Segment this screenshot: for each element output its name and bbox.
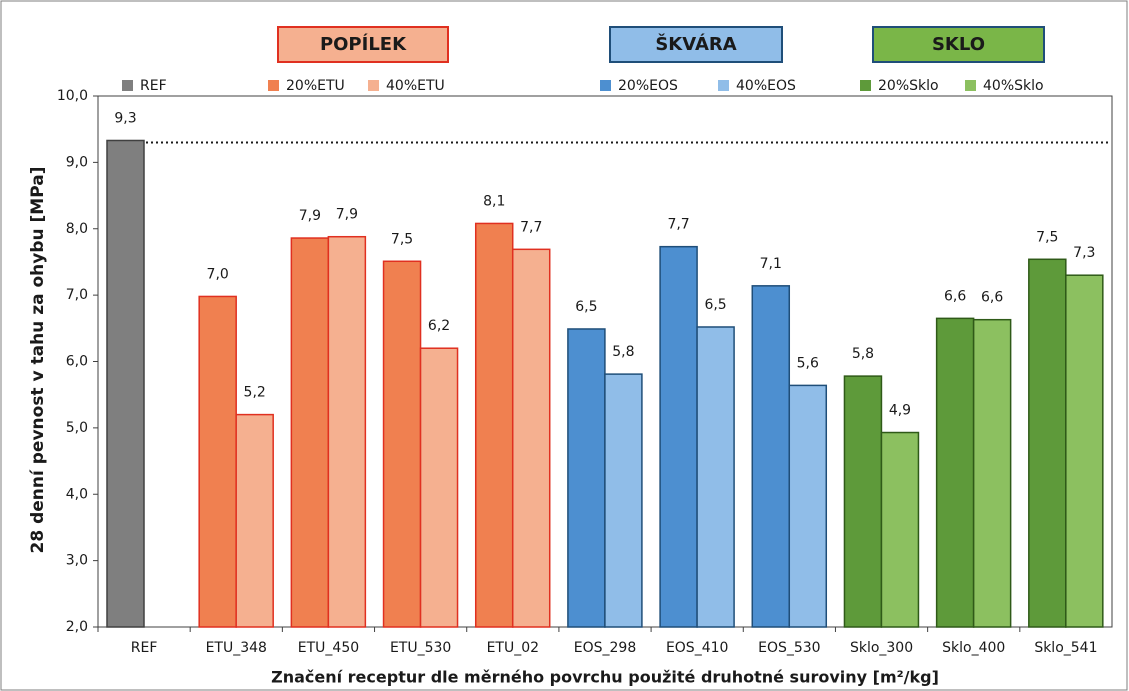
group-box xyxy=(609,26,783,63)
value-label: 6,2 xyxy=(428,318,450,334)
x-tick-label: ETU_348 xyxy=(206,640,267,656)
value-label: 7,7 xyxy=(667,217,689,233)
group-label: POPÍLEK xyxy=(320,33,407,55)
x-axis-label: Značení receptur dle měrného povrchu pou… xyxy=(271,668,939,687)
bar xyxy=(235,413,274,628)
legend-swatch xyxy=(122,80,133,91)
x-tick-label: Sklo_300 xyxy=(850,640,913,656)
y-tick-label: 2,0 xyxy=(66,619,88,635)
x-tick-label: EOS_530 xyxy=(758,640,820,656)
x-tick-label: ETU_530 xyxy=(390,640,451,656)
value-label: 8,1 xyxy=(483,193,505,209)
bar xyxy=(382,260,422,628)
bar xyxy=(290,237,330,628)
y-tick-label: 6,0 xyxy=(66,354,88,370)
legend-label: 20%Sklo xyxy=(878,78,939,94)
group-box xyxy=(277,26,449,63)
y-tick-label: 10,0 xyxy=(57,88,88,104)
legend-swatch xyxy=(718,80,729,91)
legend-label: 20%ETU xyxy=(286,78,345,94)
value-label: 7,5 xyxy=(1036,229,1058,245)
legend-label: 40%ETU xyxy=(386,78,445,94)
x-tick-label: ETU_450 xyxy=(298,640,359,656)
legend-swatch xyxy=(860,80,871,91)
value-label: 5,8 xyxy=(852,346,874,362)
bar xyxy=(843,375,883,628)
bar xyxy=(788,384,828,628)
group-label: ŠKVÁRA xyxy=(655,33,736,55)
value-label: 6,6 xyxy=(944,288,966,304)
value-label: 7,0 xyxy=(207,266,229,282)
legend-swatch xyxy=(965,80,976,91)
legend-label: REF xyxy=(140,78,167,94)
value-label: 4,9 xyxy=(889,403,911,419)
value-label: 6,5 xyxy=(704,297,726,313)
value-label: 6,5 xyxy=(575,299,597,315)
x-tick-label: Sklo_400 xyxy=(942,640,1005,656)
value-label: 7,1 xyxy=(760,256,782,272)
bar xyxy=(567,328,606,628)
y-tick-label: 3,0 xyxy=(66,553,88,569)
bar xyxy=(751,285,791,628)
y-tick-label: 5,0 xyxy=(66,420,88,436)
value-label: 9,3 xyxy=(114,110,136,126)
y-tick-label: 8,0 xyxy=(66,221,88,237)
bar xyxy=(972,318,1012,628)
bar xyxy=(604,373,643,628)
legend-swatch xyxy=(368,80,379,91)
value-label: 7,5 xyxy=(391,231,413,247)
group-label: SKLO xyxy=(932,34,985,55)
x-tick-label: REF xyxy=(131,640,158,656)
value-label: 5,8 xyxy=(612,344,634,360)
bar xyxy=(1065,274,1104,628)
x-tick-label: ETU_02 xyxy=(487,640,539,656)
legend-swatch xyxy=(600,80,611,91)
bar xyxy=(327,235,367,628)
x-tick-label: Sklo_541 xyxy=(1034,640,1097,656)
bar xyxy=(1028,258,1067,628)
value-label: 5,6 xyxy=(797,355,819,371)
legend-label: 40%EOS xyxy=(736,78,796,94)
bar xyxy=(659,245,698,628)
bar xyxy=(880,431,920,628)
x-tick-label: EOS_410 xyxy=(666,640,728,656)
bar xyxy=(696,326,735,628)
y-tick-label: 9,0 xyxy=(66,154,88,170)
value-label: 6,6 xyxy=(981,290,1003,306)
bar xyxy=(419,347,459,628)
x-tick-label: EOS_298 xyxy=(574,640,636,656)
legend-label: 20%EOS xyxy=(618,78,678,94)
legend-swatch xyxy=(268,80,279,91)
bar xyxy=(474,222,514,628)
value-label: 7,7 xyxy=(520,219,542,235)
bar xyxy=(935,317,975,628)
bar xyxy=(198,295,237,628)
bar xyxy=(511,248,551,628)
value-label: 5,2 xyxy=(244,385,266,401)
bar xyxy=(106,139,145,628)
legend-label: 40%Sklo xyxy=(983,78,1044,94)
y-tick-label: 7,0 xyxy=(66,287,88,303)
value-label: 7,3 xyxy=(1073,245,1095,261)
value-label: 7,9 xyxy=(299,208,321,224)
group-box xyxy=(872,26,1045,63)
y-axis-label: 28 denní pevnost v tahu za ohybu [MPa] xyxy=(28,167,48,554)
value-label: 7,9 xyxy=(336,207,358,223)
y-tick-label: 4,0 xyxy=(66,486,88,502)
